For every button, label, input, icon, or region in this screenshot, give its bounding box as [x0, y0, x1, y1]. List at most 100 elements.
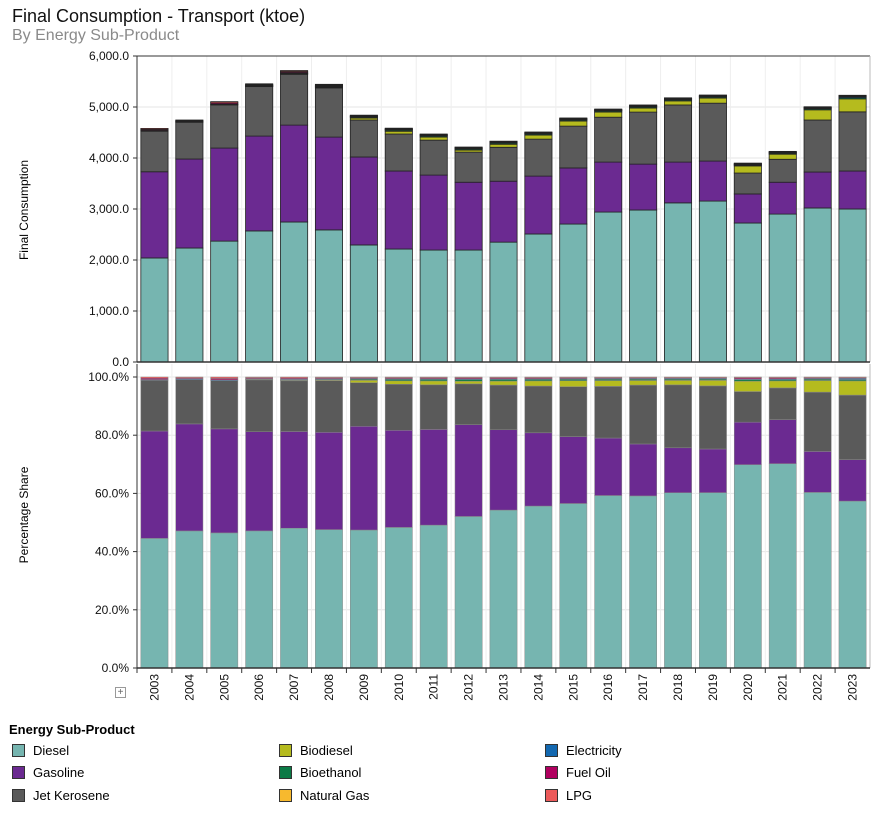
pct-segment-lpg-2006[interactable] [245, 376, 274, 379]
legend-item-jet-kerosene[interactable]: Jet Kerosene [12, 787, 110, 803]
bar-segment-jet-kerosene-2020[interactable] [733, 172, 762, 195]
pct-segment-diesel-2022[interactable] [803, 492, 832, 669]
pct-segment-biodiesel-2013[interactable] [489, 380, 518, 386]
bar-segment-jet-kerosene-2008[interactable] [314, 87, 343, 138]
bar-segment-diesel-2010[interactable] [384, 248, 413, 363]
bar-segment-gasoline-2014[interactable] [524, 175, 553, 235]
bar-segment-gasoline-2012[interactable] [454, 181, 483, 251]
pct-segment-lpg-2023[interactable] [838, 376, 867, 379]
bar-segment-lpg-2007[interactable] [280, 70, 309, 72]
pct-segment-biodiesel-2018[interactable] [664, 380, 692, 386]
pct-segment-gasoline-2010[interactable] [384, 430, 413, 528]
pct-segment-gasoline-2012[interactable] [454, 424, 483, 517]
pct-segment-lpg-2019[interactable] [699, 376, 727, 379]
bar-segment-diesel-2022[interactable] [803, 207, 832, 363]
pct-segment-diesel-2003[interactable] [140, 538, 169, 669]
pct-segment-jet-kerosene-2022[interactable] [803, 391, 832, 452]
bar-segment-lpg-2009[interactable] [349, 114, 378, 117]
pct-segment-diesel-2020[interactable] [733, 464, 762, 669]
bar-segment-jet-kerosene-2003[interactable] [140, 130, 169, 173]
pct-segment-gasoline-2013[interactable] [489, 429, 518, 511]
bar-segment-lpg-2016[interactable] [594, 108, 623, 111]
pct-segment-diesel-2010[interactable] [384, 527, 413, 669]
pct-segment-biodiesel-2016[interactable] [594, 380, 623, 387]
pct-segment-lpg-2007[interactable] [280, 376, 308, 379]
bar-segment-jet-kerosene-2014[interactable] [524, 138, 553, 177]
pct-segment-gasoline-2006[interactable] [245, 431, 274, 532]
pct-segment-biodiesel-2015[interactable] [559, 380, 588, 387]
pct-segment-diesel-2008[interactable] [315, 529, 343, 669]
pct-segment-diesel-2014[interactable] [524, 505, 553, 669]
bar-segment-biodiesel-2014[interactable] [524, 134, 553, 140]
bar-segment-lpg-2019[interactable] [698, 94, 727, 97]
pct-segment-jet-kerosene-2005[interactable] [210, 380, 239, 430]
bar-segment-lpg-2010[interactable] [384, 127, 413, 130]
bar-segment-biodiesel-2011[interactable] [419, 136, 448, 141]
pct-segment-jet-kerosene-2004[interactable] [175, 379, 204, 425]
bar-segment-jet-kerosene-2004[interactable] [175, 121, 204, 160]
bar-segment-diesel-2017[interactable] [629, 209, 658, 363]
bar-segment-lpg-2018[interactable] [664, 97, 693, 100]
pct-segment-gasoline-2021[interactable] [768, 419, 797, 464]
pct-segment-biodiesel-2012[interactable] [454, 380, 483, 385]
bar-segment-jet-kerosene-2007[interactable] [280, 73, 309, 126]
bar-segment-diesel-2006[interactable] [245, 230, 274, 363]
bar-segment-biodiesel-2016[interactable] [594, 111, 623, 118]
bar-segment-diesel-2013[interactable] [489, 241, 518, 363]
bar-segment-biodiesel-2013[interactable] [489, 143, 518, 148]
bar-segment-jet-kerosene-2009[interactable] [349, 119, 378, 158]
bar-segment-jet-kerosene-2005[interactable] [210, 104, 239, 149]
expand-axis-button[interactable]: + [115, 687, 126, 698]
pct-segment-diesel-2016[interactable] [594, 495, 623, 669]
bar-segment-diesel-2007[interactable] [280, 221, 309, 363]
bar-segment-gasoline-2021[interactable] [768, 181, 797, 215]
pct-segment-lpg-2009[interactable] [350, 376, 378, 379]
bar-segment-jet-kerosene-2017[interactable] [629, 111, 658, 165]
bar-segment-diesel-2023[interactable] [838, 208, 867, 363]
legend-item-electricity[interactable]: Electricity [545, 742, 622, 758]
pct-segment-jet-kerosene-2013[interactable] [489, 384, 518, 431]
pct-segment-lpg-2013[interactable] [489, 376, 518, 379]
bar-segment-diesel-2003[interactable] [140, 257, 169, 363]
bar-segment-jet-kerosene-2022[interactable] [803, 119, 832, 173]
pct-segment-gasoline-2023[interactable] [838, 459, 867, 502]
bar-segment-jet-kerosene-2013[interactable] [489, 146, 518, 182]
pct-segment-gasoline-2019[interactable] [699, 448, 727, 493]
bar-segment-gasoline-2008[interactable] [314, 136, 343, 231]
pct-segment-jet-kerosene-2011[interactable] [419, 384, 448, 430]
bar-segment-jet-kerosene-2012[interactable] [454, 151, 483, 183]
pct-segment-gasoline-2009[interactable] [350, 426, 378, 531]
bar-segment-lpg-2005[interactable] [210, 101, 239, 104]
pct-segment-diesel-2012[interactable] [454, 516, 483, 669]
bar-segment-biodiesel-2019[interactable] [698, 97, 727, 104]
bar-segment-diesel-2016[interactable] [594, 211, 623, 363]
pct-segment-gasoline-2011[interactable] [419, 429, 448, 526]
bar-segment-gasoline-2013[interactable] [489, 180, 518, 243]
bar-segment-lpg-2021[interactable] [768, 150, 797, 153]
pct-segment-lpg-2022[interactable] [803, 376, 832, 379]
bar-segment-biodiesel-2017[interactable] [629, 107, 658, 113]
pct-segment-lpg-2020[interactable] [733, 376, 762, 379]
pct-segment-biodiesel-2021[interactable] [768, 380, 797, 389]
pct-segment-lpg-2017[interactable] [629, 376, 657, 379]
pct-segment-jet-kerosene-2019[interactable] [699, 385, 727, 450]
bar-segment-diesel-2018[interactable] [664, 202, 693, 363]
bar-segment-lpg-2011[interactable] [419, 133, 448, 136]
pct-segment-lpg-2015[interactable] [559, 376, 588, 379]
pct-segment-jet-kerosene-2021[interactable] [768, 387, 797, 420]
bar-segment-jet-kerosene-2021[interactable] [768, 158, 797, 183]
bar-segment-lpg-2008[interactable] [314, 83, 343, 86]
bar-segment-lpg-2023[interactable] [838, 94, 867, 97]
bar-segment-biodiesel-2018[interactable] [664, 100, 693, 106]
pct-segment-jet-kerosene-2018[interactable] [664, 384, 692, 449]
bar-segment-diesel-2008[interactable] [314, 229, 343, 363]
pct-segment-lpg-2010[interactable] [384, 376, 413, 379]
pct-segment-biodiesel-2023[interactable] [838, 380, 867, 396]
bar-segment-gasoline-2022[interactable] [803, 171, 832, 209]
bar-segment-jet-kerosene-2023[interactable] [838, 111, 867, 172]
bar-segment-jet-kerosene-2018[interactable] [664, 104, 693, 163]
pct-segment-lpg-2011[interactable] [419, 376, 448, 379]
bar-segment-diesel-2014[interactable] [524, 233, 553, 363]
pct-segment-jet-kerosene-2016[interactable] [594, 386, 623, 439]
pct-segment-lpg-2005[interactable] [210, 376, 239, 379]
